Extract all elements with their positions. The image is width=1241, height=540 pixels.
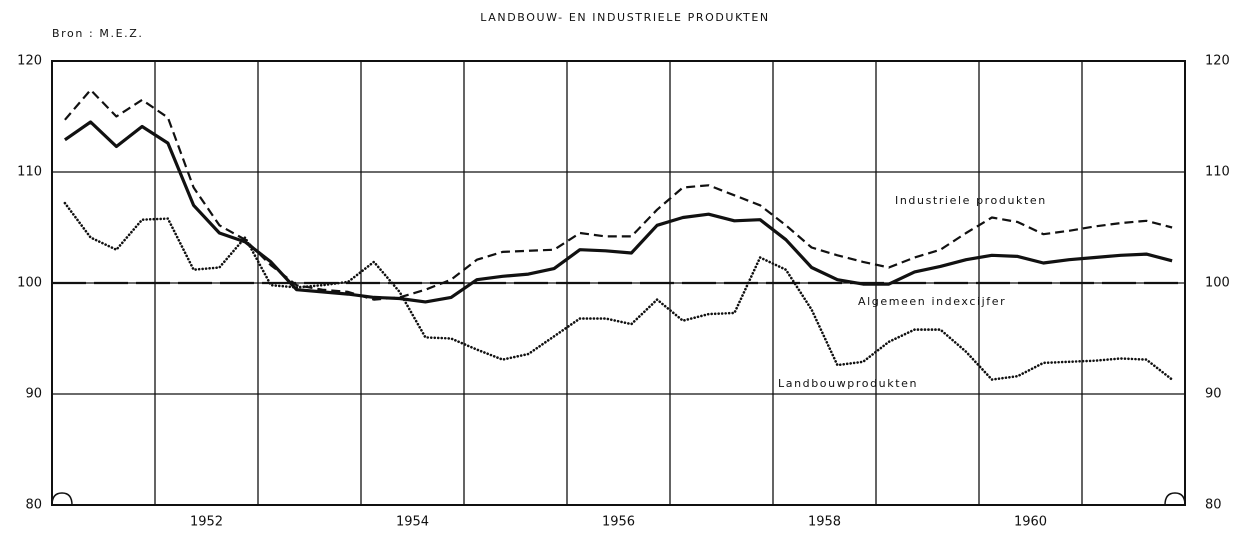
corner-ornament [51, 492, 73, 506]
y-tick-label: 120 [17, 54, 42, 69]
series-label: Industriele produkten [895, 194, 1047, 207]
x-tick-label: 1958 [808, 515, 841, 530]
y-tick-label: 100 [17, 276, 42, 291]
x-tick-label: 1954 [396, 515, 429, 530]
y-tick-label: 110 [17, 165, 42, 180]
x-tick-label: 1956 [602, 515, 635, 530]
series-label: Algemeen indexcijfer [858, 295, 1006, 308]
y2-tick-label: 80 [1205, 498, 1222, 513]
series-label: Landbouwprodukten [778, 377, 918, 390]
y2-tick-label: 120 [1205, 54, 1230, 69]
y-tick-label: 80 [25, 498, 42, 513]
series-line [63, 120, 1173, 304]
source: Bron : M.E.Z. [52, 27, 144, 40]
y-tick-label: 90 [25, 387, 42, 402]
corner-ornament [1164, 492, 1186, 506]
y2-tick-label: 100 [1205, 276, 1230, 291]
y2-tick-label: 90 [1205, 387, 1222, 402]
x-tick-label: 1960 [1014, 515, 1047, 530]
chart-title: LANDBOUW- EN INDUSTRIELE PRODUKTEN [480, 11, 769, 24]
x-tick-label: 1952 [190, 515, 223, 530]
y2-tick-label: 110 [1205, 165, 1230, 180]
series-line [63, 201, 1174, 381]
